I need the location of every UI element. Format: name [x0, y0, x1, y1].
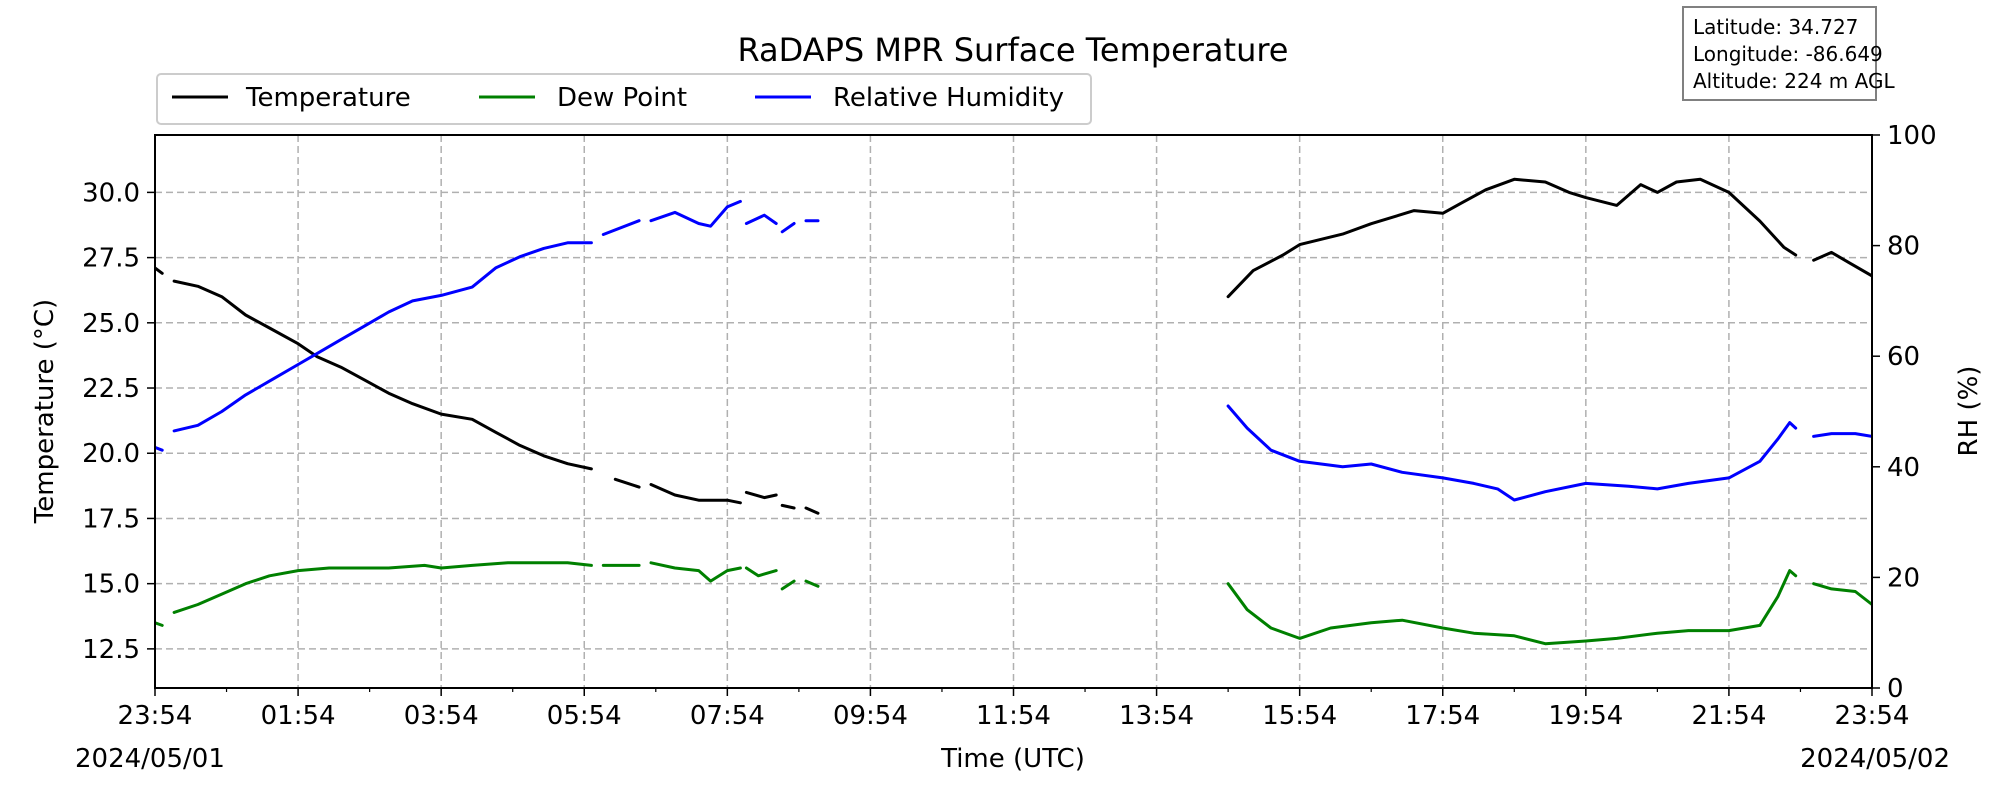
- series-line-relative-humidity: [780, 222, 796, 234]
- series-line-relative-humidity: [1226, 404, 1798, 502]
- y-axis-left-label: Temperature (°C): [30, 299, 60, 524]
- legend-label-dew-point: Dew Point: [557, 83, 687, 113]
- series-line-relative-humidity: [744, 213, 778, 225]
- chart-title: RaDAPS MPR Surface Temperature: [738, 31, 1289, 69]
- series-line-temperature: [172, 279, 593, 471]
- y-axis-right-label: RH (%): [1954, 366, 1984, 457]
- x-tick-label: 13:54: [1119, 701, 1194, 731]
- station-info-box: Latitude: 34.727 Longitude: -86.649 Alti…: [1682, 6, 1895, 101]
- series-line-relative-humidity: [1812, 432, 1872, 438]
- series-line-dew-point: [804, 579, 820, 588]
- x-tick-label: 23:54: [118, 701, 193, 731]
- axes-layer: 23:54 01:54 03:54 05:54 07:54 09:54 11:54 13:54…: [82, 121, 1937, 731]
- date-start-label: 2024/05/01: [75, 744, 225, 774]
- x-tick-label: 15:54: [1262, 701, 1337, 731]
- x-tick-label: 01:54: [261, 701, 336, 731]
- y-right-tick-label: 100: [1887, 121, 1937, 151]
- series-line-temperature: [1812, 250, 1872, 278]
- x-tick-label: 17:54: [1405, 701, 1480, 731]
- y-left-tick-label: 20.0: [82, 439, 140, 469]
- x-tick-label: 23:54: [1835, 701, 1910, 731]
- series-line-temperature: [649, 483, 742, 505]
- series-line-temperature: [613, 477, 641, 489]
- y-right-tick-label: 20: [1887, 563, 1920, 593]
- legend-box: [156, 73, 1092, 125]
- y-left-tick-label: 25.0: [82, 309, 140, 339]
- legend-label-temperature: Temperature: [245, 83, 411, 113]
- y-right-tick-label: 0: [1887, 674, 1904, 704]
- altitude-text: Altitude: 224 m AGL: [1693, 69, 1895, 93]
- series-line-dew-point: [744, 566, 778, 578]
- series-line-relative-humidity: [155, 445, 164, 452]
- y-left-tick-label: 30.0: [82, 178, 140, 208]
- y-left-tick-label: 22.5: [82, 374, 140, 404]
- x-tick-label: 03:54: [404, 701, 479, 731]
- date-end-label: 2024/05/02: [1800, 744, 1950, 774]
- x-tick-label: 19:54: [1548, 701, 1623, 731]
- series-line-relative-humidity: [601, 219, 641, 236]
- series-layer: [155, 177, 1872, 646]
- longitude-text: Longitude: -86.649: [1693, 42, 1883, 66]
- x-tick-label: 11:54: [976, 701, 1051, 731]
- series-line-dew-point: [155, 621, 164, 627]
- x-axis-label: Time (UTC): [940, 744, 1085, 774]
- series-line-temperature: [744, 490, 778, 500]
- series-line-dew-point: [649, 561, 742, 583]
- latitude-text: Latitude: 34.727: [1693, 15, 1859, 39]
- y-left-tick-label: 15.0: [82, 570, 140, 600]
- series-line-relative-humidity: [172, 241, 593, 433]
- y-right-tick-label: 60: [1887, 342, 1920, 372]
- y-left-tick-label: 17.5: [82, 504, 140, 534]
- series-line-dew-point: [780, 579, 796, 591]
- legend-label-relative-humidity: Relative Humidity: [833, 83, 1064, 113]
- series-line-temperature: [1226, 177, 1798, 299]
- series-line-temperature: [155, 266, 164, 275]
- x-tick-label: 07:54: [690, 701, 765, 731]
- legend: Temperature Dew Point Relative Humidity: [156, 73, 1092, 125]
- series-line-dew-point: [1226, 569, 1798, 646]
- y-right-tick-label: 80: [1887, 232, 1920, 262]
- x-tick-label: 05:54: [547, 701, 622, 731]
- x-tick-label: 21:54: [1691, 701, 1766, 731]
- series-line-dew-point: [1812, 582, 1872, 606]
- grid: [155, 135, 1872, 688]
- y-right-tick-label: 40: [1887, 453, 1920, 483]
- series-line-dew-point: [172, 561, 593, 614]
- x-tick-label: 09:54: [833, 701, 908, 731]
- series-line-temperature: [780, 503, 796, 510]
- y-left-tick-label: 12.5: [82, 635, 140, 665]
- y-left-tick-label: 27.5: [82, 244, 140, 274]
- series-line-temperature: [804, 506, 820, 515]
- series-line-relative-humidity: [649, 199, 742, 228]
